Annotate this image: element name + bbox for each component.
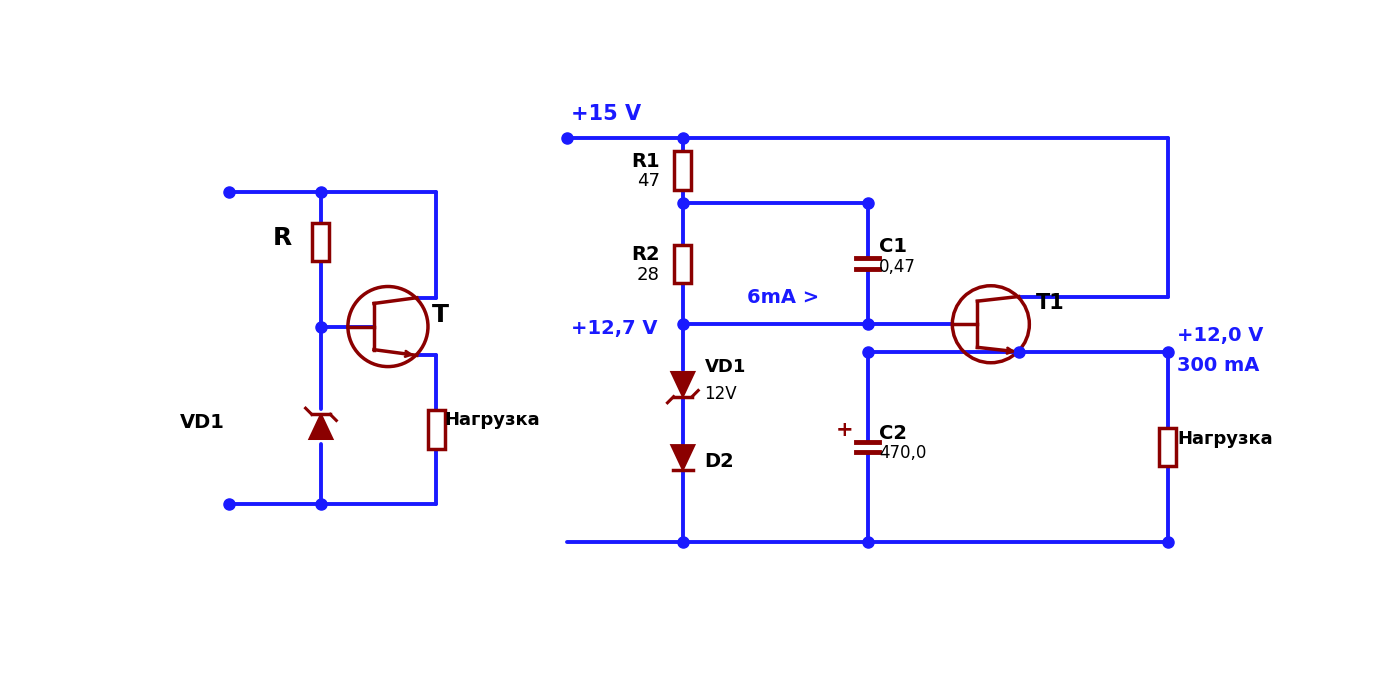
Text: 6mA >: 6mA >	[746, 288, 819, 307]
Text: R: R	[273, 226, 291, 250]
Text: C2: C2	[879, 424, 907, 442]
Text: +15 V: +15 V	[571, 104, 641, 124]
Text: R2: R2	[631, 245, 659, 264]
Polygon shape	[309, 414, 333, 439]
Bar	[675, 244, 692, 283]
Text: +12,0 V: +12,0 V	[1177, 326, 1264, 344]
Text: T: T	[431, 303, 449, 327]
Text: 0,47: 0,47	[879, 258, 916, 276]
Text: 12V: 12V	[704, 384, 736, 402]
Bar	[1159, 428, 1176, 466]
Text: Нагрузка: Нагрузка	[1177, 430, 1273, 449]
Text: T1: T1	[1036, 293, 1064, 313]
Text: 47: 47	[637, 172, 659, 190]
Text: +: +	[836, 420, 854, 440]
Bar	[312, 223, 329, 261]
Text: VD1: VD1	[179, 413, 224, 433]
Text: +12,7 V: +12,7 V	[571, 318, 658, 337]
Polygon shape	[672, 445, 694, 470]
Bar	[675, 151, 692, 190]
Text: R1: R1	[631, 152, 659, 171]
Text: 470,0: 470,0	[879, 444, 927, 462]
Text: Нагрузка: Нагрузка	[444, 412, 540, 429]
Text: C1: C1	[879, 237, 907, 256]
Text: 300 mA: 300 mA	[1177, 356, 1260, 375]
Text: VD1: VD1	[704, 358, 746, 377]
Polygon shape	[672, 372, 694, 397]
Text: 28: 28	[637, 265, 659, 284]
Bar	[428, 410, 445, 449]
Text: D2: D2	[704, 452, 734, 471]
